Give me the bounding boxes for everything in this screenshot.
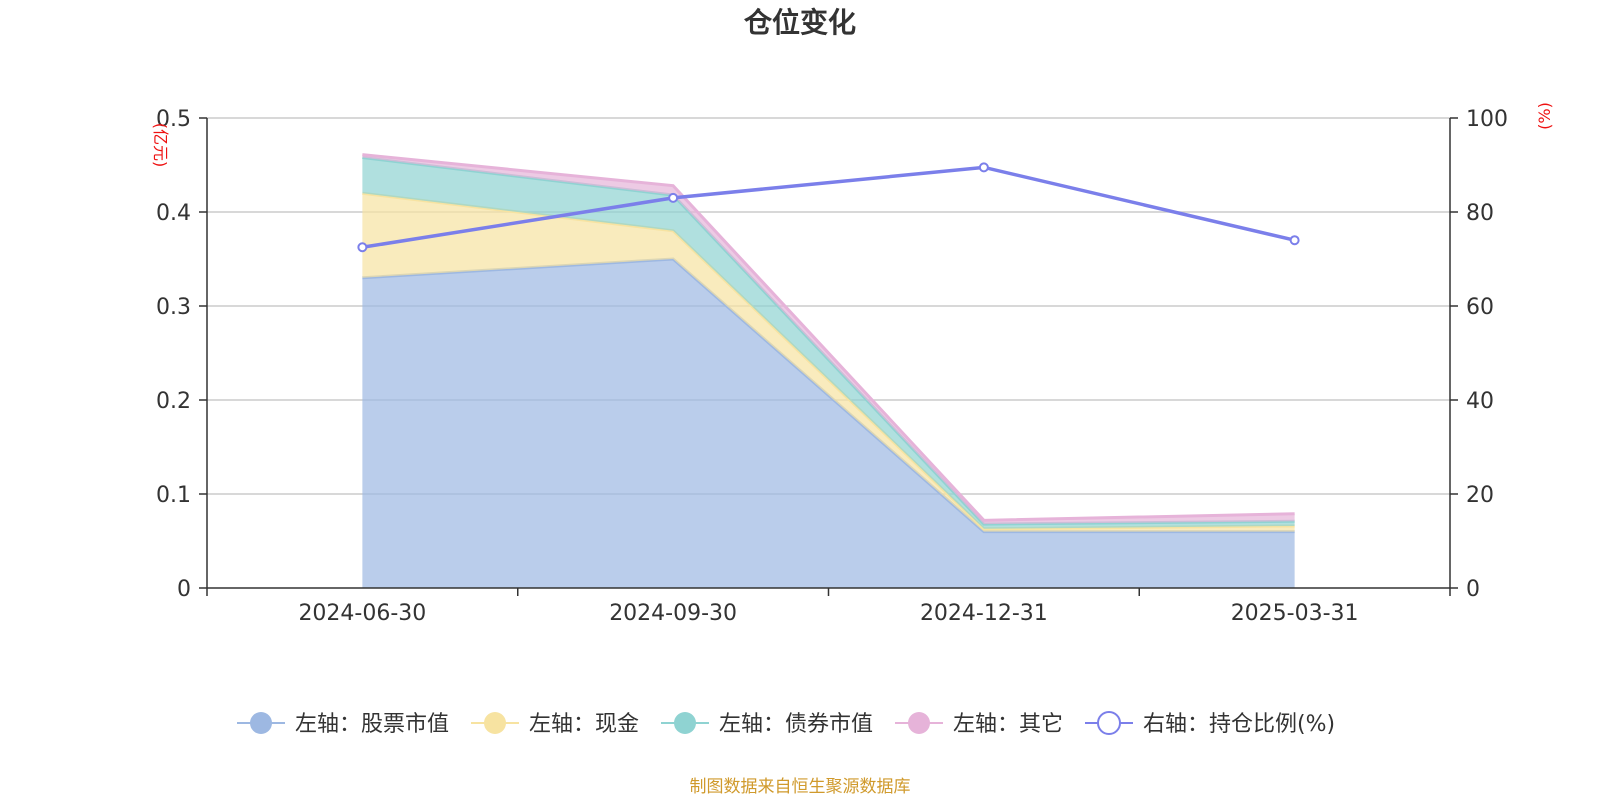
- legend-marker: [250, 712, 272, 734]
- right-axis-tick-label: 20: [1466, 483, 1494, 508]
- legend-item: 左轴：其它: [895, 712, 1063, 737]
- left-axis-unit: (亿元): [151, 123, 170, 168]
- line-series-path: [362, 165, 1296, 249]
- area-2: [362, 157, 1295, 529]
- chart-title: 仓位变化: [744, 6, 856, 39]
- right-axis-tick-label: 100: [1466, 107, 1508, 132]
- left-axis-tick-label: 0.3: [156, 295, 191, 320]
- left-axis-tick-label: 0.1: [156, 483, 191, 508]
- legend-marker: [484, 712, 506, 734]
- left-axis-tick-label: 0.2: [156, 389, 191, 414]
- right-axis-tick-label: 40: [1466, 389, 1494, 414]
- line-point: [978, 162, 989, 173]
- legend-item: 左轴：现金: [471, 712, 639, 737]
- legend-marker: [674, 712, 696, 734]
- x-axis-tick-label: 2024-06-30: [298, 601, 426, 626]
- line-point: [357, 242, 368, 253]
- legend-label: 左轴：股票市值: [295, 712, 449, 737]
- area-0: [362, 259, 1295, 588]
- x-axis-tick-label: 2024-12-31: [920, 601, 1048, 626]
- line-series: [357, 162, 1300, 253]
- legend-label: 左轴：债券市值: [719, 712, 873, 737]
- right-axis-tick-label: 0: [1466, 577, 1480, 602]
- legend-item: 右轴：持仓比例(%): [1085, 711, 1335, 737]
- right-axis-unit: (%): [1535, 102, 1554, 130]
- legend-label: 左轴：其它: [953, 712, 1063, 737]
- left-axis-tick-label: 0.5: [156, 107, 191, 132]
- area-series: [362, 153, 1295, 588]
- x-axis-tick-label: 2025-03-31: [1231, 601, 1359, 626]
- x-axis-tick-label: 2024-09-30: [609, 601, 737, 626]
- legend: 左轴：股票市值 左轴：现金 左轴：债券市值 左轴：其它 右轴：持仓比例(%): [237, 711, 1335, 737]
- area-1: [362, 193, 1295, 532]
- axes: 0 0.1 0.2 0.3 0.4 0.5 0 20 40 60 80 100 2024-06-30 20…: [156, 107, 1508, 626]
- right-axis-tick-label: 60: [1466, 295, 1494, 320]
- line-point: [668, 192, 679, 203]
- legend-item: 左轴：股票市值: [237, 712, 449, 737]
- left-axis-tick-label: 0.4: [156, 201, 191, 226]
- legend-label: 右轴：持仓比例(%): [1143, 712, 1335, 737]
- legend-item: 左轴：债券市值: [661, 712, 873, 737]
- legend-label: 左轴：现金: [529, 712, 639, 737]
- legend-marker: [1097, 711, 1121, 735]
- right-axis-tick-label: 80: [1466, 201, 1494, 226]
- left-axis-tick-label: 0: [177, 577, 191, 602]
- data-source-note: 制图数据来自恒生聚源数据库: [690, 777, 911, 797]
- legend-marker: [908, 712, 930, 734]
- area-edge-3: [362, 153, 1295, 522]
- line-point: [1289, 235, 1300, 246]
